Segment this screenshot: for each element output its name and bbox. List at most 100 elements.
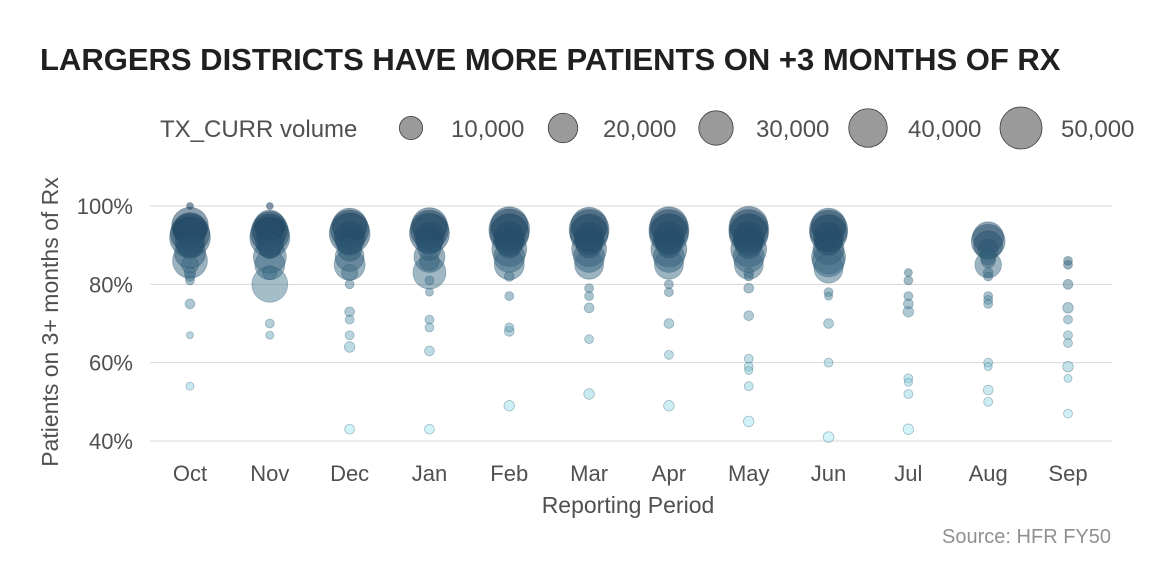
- data-points: [169, 202, 1074, 443]
- source-caption: Source: HFR FY50: [942, 526, 1111, 548]
- data-point: [824, 291, 833, 301]
- data-point: [903, 377, 913, 387]
- x-axis-title: Reporting Period: [542, 492, 715, 518]
- data-point: [262, 265, 278, 280]
- size-legend: TX_CURR volume 10,000 20,000 30,000 40,000 5…: [160, 106, 1134, 150]
- legend-size-swatch: [547, 112, 579, 144]
- data-point: [186, 331, 194, 340]
- legend-size-label: 40,000: [908, 116, 981, 143]
- data-point: [1063, 338, 1073, 348]
- x-tick-label: Dec: [330, 461, 369, 486]
- x-tick-label: Jun: [811, 461, 846, 486]
- legend-size-label: 30,000: [756, 116, 829, 143]
- legend-size-swatch: [848, 108, 888, 148]
- data-point: [583, 302, 595, 314]
- data-point: [344, 330, 355, 341]
- data-point: [425, 287, 434, 297]
- data-point: [1063, 314, 1073, 325]
- data-point: [185, 275, 195, 286]
- x-tick-label: May: [728, 461, 770, 486]
- x-tick-label: Nov: [250, 461, 289, 486]
- data-point: [344, 423, 355, 435]
- y-tick-label: 60%: [89, 351, 133, 376]
- data-point: [186, 202, 194, 210]
- data-point: [184, 298, 196, 310]
- series-may: [728, 205, 770, 428]
- series-mar: [568, 206, 610, 400]
- data-point: [265, 202, 274, 210]
- data-point: [504, 322, 515, 333]
- x-tick-label: Jul: [894, 461, 922, 486]
- data-point: [664, 287, 674, 298]
- data-point: [903, 291, 914, 301]
- series-feb: [488, 206, 531, 412]
- data-point: [983, 299, 994, 309]
- x-tick-label: Mar: [570, 461, 608, 486]
- data-point: [503, 400, 515, 412]
- x-axis-ticks: Oct Nov Dec Jan Feb Mar Apr May Jun Jul Aug Sep: [173, 461, 1088, 486]
- data-point: [983, 362, 993, 371]
- legend-size-label: 50,000: [1061, 116, 1134, 143]
- x-tick-label: Apr: [652, 461, 686, 486]
- gridlines: [150, 205, 1112, 442]
- data-point: [903, 275, 914, 286]
- data-point: [503, 271, 515, 282]
- data-point: [823, 318, 834, 329]
- legend-size-label: 10,000: [451, 116, 524, 143]
- data-point: [176, 231, 204, 259]
- data-point: [424, 322, 435, 333]
- data-point: [655, 232, 682, 259]
- data-point: [583, 388, 595, 400]
- data-point: [743, 271, 754, 282]
- data-point: [983, 396, 994, 407]
- data-point: [663, 400, 675, 412]
- data-point: [259, 238, 281, 260]
- data-point: [983, 271, 994, 282]
- data-point: [823, 357, 834, 368]
- y-axis-title: Patients on 3+ months of Rx: [37, 177, 63, 467]
- data-point: [903, 389, 914, 399]
- data-point: [744, 366, 754, 375]
- data-point: [1062, 360, 1074, 373]
- data-point: [344, 279, 355, 290]
- data-point: [584, 291, 594, 301]
- series-apr: [648, 206, 690, 412]
- series-oct: [169, 202, 211, 391]
- legend-title: TX_CURR volume: [160, 116, 357, 143]
- y-tick-label: 100%: [77, 194, 133, 219]
- data-point: [980, 253, 996, 269]
- legend-size-swatch: [698, 110, 734, 146]
- data-point: [743, 415, 755, 428]
- data-point: [341, 264, 359, 281]
- data-point: [264, 318, 275, 329]
- data-point: [576, 232, 603, 259]
- data-point: [664, 349, 674, 360]
- series-nov: [249, 202, 291, 340]
- data-point: [903, 268, 913, 277]
- data-point: [1063, 259, 1073, 270]
- legend-size-swatch: [398, 115, 424, 141]
- data-point: [982, 384, 994, 396]
- data-point: [743, 282, 755, 294]
- data-point: [337, 236, 363, 262]
- data-point: [424, 275, 435, 286]
- data-point: [1063, 373, 1073, 383]
- chart-title: LARGERS DISTRICTS HAVE MORE PATIENTS ON …: [40, 42, 1061, 77]
- data-point: [1062, 302, 1074, 314]
- data-point: [584, 334, 594, 345]
- series-dec: [328, 207, 371, 435]
- x-tick-label: Sep: [1048, 461, 1087, 486]
- legend-size-label: 20,000: [603, 116, 676, 143]
- series-jul: [902, 268, 915, 435]
- legend-size-swatch: [999, 106, 1043, 150]
- data-point: [424, 423, 435, 435]
- data-point: [1063, 408, 1073, 419]
- data-point: [813, 253, 844, 284]
- data-point: [496, 232, 523, 259]
- data-point: [424, 345, 435, 357]
- series-jun: [808, 207, 849, 443]
- data-point: [419, 250, 440, 272]
- x-tick-label: Oct: [173, 461, 207, 486]
- data-point: [1062, 279, 1074, 290]
- data-point: [735, 231, 763, 259]
